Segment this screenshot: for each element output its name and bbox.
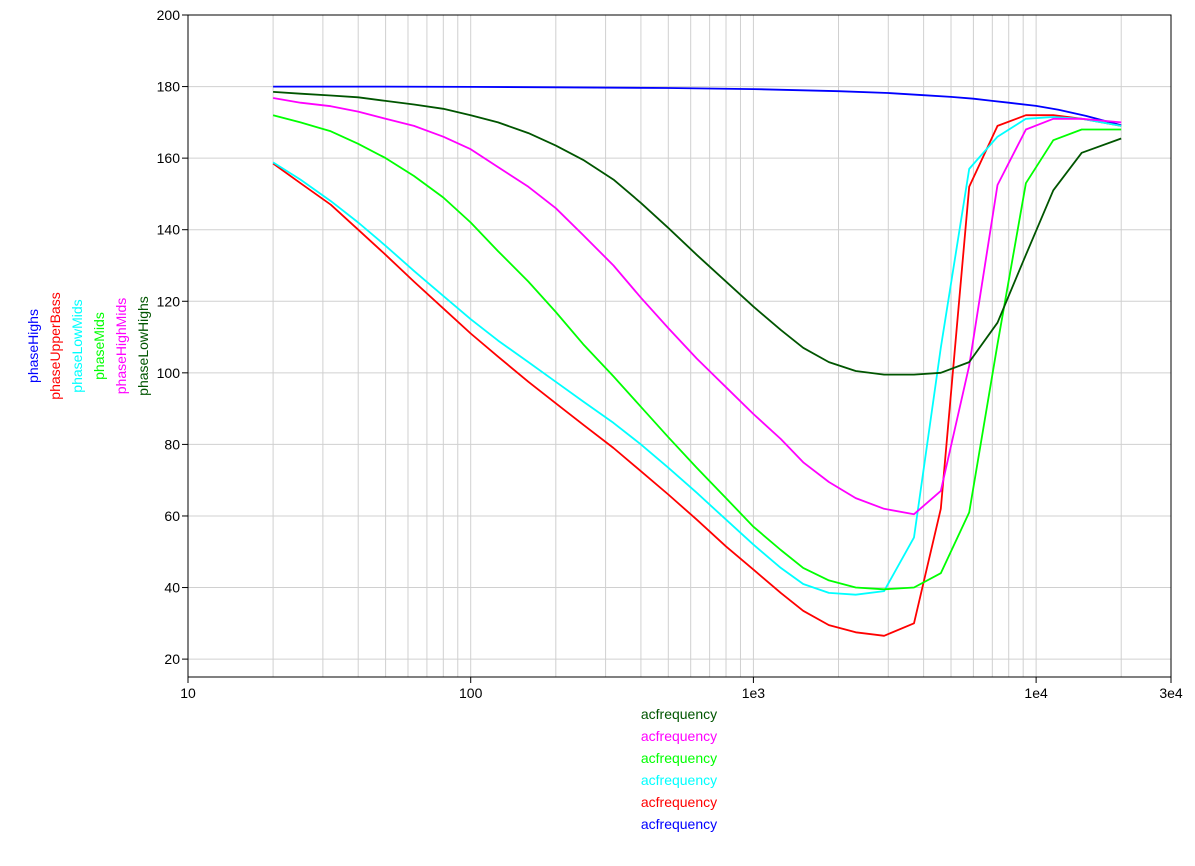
series-line-phaseLowHighs: [273, 91, 1122, 376]
y-tick-label: 40: [164, 580, 180, 596]
y-tick-label: 200: [157, 7, 181, 23]
y-tick-label: 20: [164, 651, 180, 667]
y-tick-label: 180: [157, 79, 181, 95]
y-legend-label: phaseLowMids: [69, 299, 85, 392]
x-tick-label: 100: [459, 685, 483, 701]
y-legend-label: phaseMids: [91, 312, 107, 380]
series-line-phaseMids: [272, 114, 1122, 591]
x-legend: acfrequency acfrequency acfrequency acfrequ…: [641, 706, 717, 832]
series-line-phaseHighMids: [272, 97, 1122, 516]
x-legend-label: acfrequency: [641, 706, 717, 722]
y-legend-label: phaseHighs: [25, 309, 41, 383]
series-line-phaseHighs: [273, 85, 1122, 127]
y-tick-label: 60: [164, 508, 180, 524]
x-tick-label: 1e3: [742, 685, 766, 701]
x-tick-label: 3e4: [1159, 685, 1183, 701]
x-tick-label: 10: [180, 685, 196, 701]
series-line-phaseUpperBass: [272, 114, 1122, 637]
x-tick-label: 1e4: [1024, 685, 1048, 701]
y-tick-label: 120: [157, 293, 181, 309]
x-legend-label: acfrequency: [641, 728, 717, 744]
plot-frame: [187, 14, 1172, 678]
y-legend-label: phaseHighMids: [113, 298, 129, 395]
axis-ticks: 10 100 1e3 1e4 3e4 20 40 60 80 100 120 140 160 180 200: [157, 7, 1183, 701]
x-legend-label: acfrequency: [641, 772, 717, 788]
y-legend-label: phaseUpperBass: [47, 292, 63, 399]
series-group: [272, 85, 1122, 637]
y-tick-label: 80: [164, 436, 180, 452]
series-line-phaseLowMids: [272, 116, 1122, 596]
y-tick-label: 100: [157, 365, 181, 381]
x-legend-label: acfrequency: [641, 750, 717, 766]
grid: [188, 15, 1171, 677]
x-legend-label: acfrequency: [641, 816, 717, 832]
x-legend-label: acfrequency: [641, 794, 717, 810]
y-legend: phaseHighs phaseUpperBass phaseLowMids phas…: [25, 292, 151, 399]
y-tick-label: 140: [157, 222, 181, 238]
y-legend-label: phaseLowHighs: [135, 296, 151, 396]
y-tick-label: 160: [157, 150, 181, 166]
